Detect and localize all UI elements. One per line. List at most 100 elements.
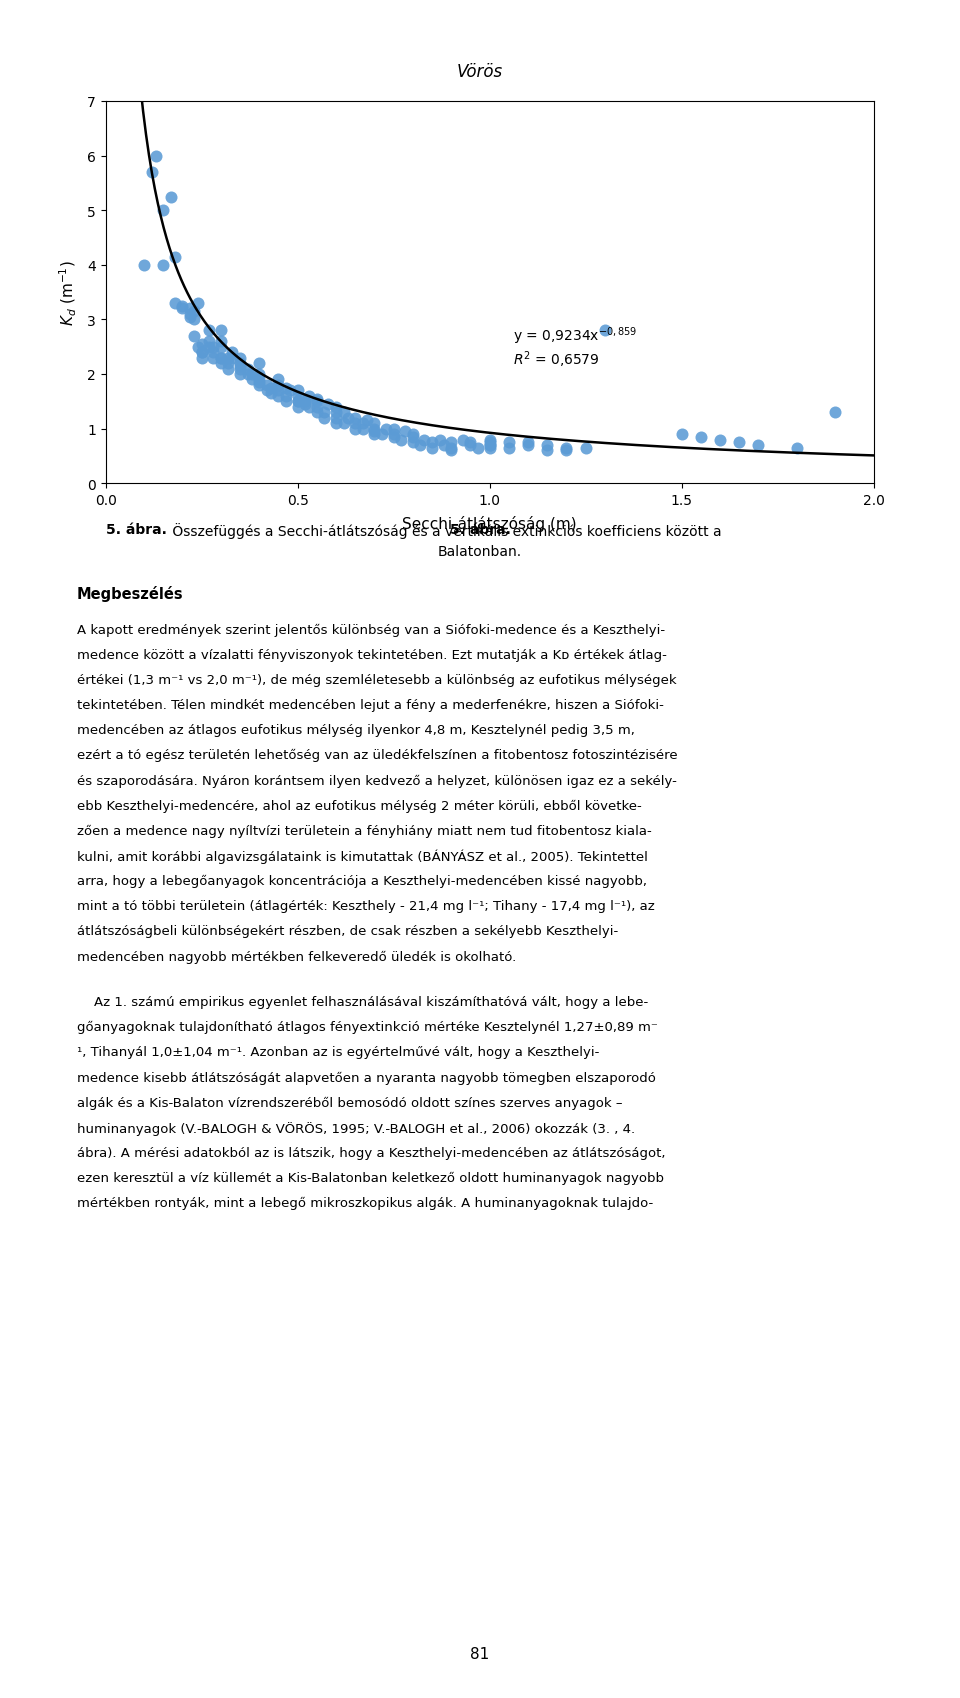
Text: átlátszóságbeli különbségekért részben, de csak részben a sekélyebb Keszthelyi-: átlátszóságbeli különbségekért részben, … [77, 925, 618, 937]
Text: A kapott eredmények szerint jelentős különbség van a Siófoki-medence és a Keszth: A kapott eredmények szerint jelentős kül… [77, 623, 665, 637]
Point [213, 350, 228, 377]
Point [194, 345, 209, 372]
Point [520, 430, 536, 457]
Point [290, 389, 305, 416]
Point [501, 435, 516, 462]
Point [186, 323, 202, 350]
Text: 81: 81 [470, 1645, 490, 1661]
Point [482, 431, 497, 458]
Point [259, 372, 275, 399]
Point [271, 367, 286, 394]
Point [252, 350, 267, 377]
Point [455, 426, 470, 453]
Point [225, 345, 240, 372]
Point [355, 411, 371, 438]
Point [167, 245, 182, 272]
Point [175, 294, 190, 321]
Point [482, 435, 497, 462]
Point [693, 424, 708, 452]
Point [828, 399, 843, 426]
Point [482, 430, 497, 457]
Point [386, 421, 401, 448]
Point [221, 357, 236, 384]
Point [156, 251, 171, 278]
Point [298, 391, 313, 418]
Point [301, 384, 317, 411]
Text: mértékben rontyák, mint a lebegő mikroszkopikus algák. A huminanyagoknak tulajdo: mértékben rontyák, mint a lebegő mikrosz… [77, 1197, 653, 1209]
Point [559, 438, 574, 465]
Point [244, 362, 259, 389]
Point [202, 318, 217, 345]
Point [444, 435, 459, 462]
Point [290, 394, 305, 421]
Text: és szaporodására. Nyáron korántsem ilyen kedvező a helyzet, különösen igaz ez a : és szaporodására. Nyáron korántsem ilyen… [77, 774, 677, 788]
Text: medence kisebb átlátszóságát alapvetően a nyaranta nagyobb tömegben elszaporodó: medence kisebb átlátszóságát alapvetően … [77, 1071, 656, 1083]
Point [190, 335, 205, 362]
Point [232, 350, 248, 377]
Text: huminanyagok (V.-BALOGH & VÖRÖS, 1995; V.-BALOGH et al., 2006) okozzák (3. , 4.: huminanyagok (V.-BALOGH & VÖRÖS, 1995; V… [77, 1121, 635, 1134]
Point [232, 345, 248, 372]
Point [205, 345, 221, 372]
Point [397, 418, 413, 445]
Point [597, 318, 612, 345]
Point [240, 362, 255, 389]
Point [578, 435, 593, 462]
Point [232, 357, 248, 384]
Point [463, 430, 478, 457]
Point [424, 430, 440, 457]
Y-axis label: $K_d$ (m$^{-1}$): $K_d$ (m$^{-1}$) [58, 260, 79, 326]
Point [144, 160, 159, 187]
Point [482, 431, 497, 458]
Point [386, 424, 401, 452]
Point [424, 435, 440, 462]
Point [213, 328, 228, 355]
Point [202, 335, 217, 362]
Point [463, 431, 478, 458]
Point [436, 431, 451, 458]
Point [213, 345, 228, 372]
Text: medencében az átlagos eufotikus mélység ilyenkor 4,8 m, Kesztelynél pedig 3,5 m,: medencében az átlagos eufotikus mélység … [77, 723, 635, 737]
Point [259, 377, 275, 404]
Point [712, 426, 728, 453]
Point [271, 377, 286, 404]
Point [252, 372, 267, 399]
Point [394, 426, 409, 453]
Point [278, 389, 294, 416]
Text: 5. ábra.: 5. ábra. [449, 523, 511, 537]
Point [751, 431, 766, 458]
Point [290, 377, 305, 404]
Text: Balatonban.: Balatonban. [438, 545, 522, 559]
Point [278, 384, 294, 411]
Text: mint a tó többi területein (átlagérték: Keszthely - 21,4 mg l⁻¹; Tihany - 17,4 m: mint a tó többi területein (átlagérték: … [77, 900, 655, 912]
Text: arra, hogy a lebegőanyagok koncentrációja a Keszthelyi-medencében kissé nagyobb,: arra, hogy a lebegőanyagok koncentrációj… [77, 874, 647, 888]
Point [367, 418, 382, 445]
Point [282, 377, 298, 404]
Point [444, 430, 459, 457]
Point [205, 340, 221, 367]
Point [405, 430, 420, 457]
Text: medence között a vízalatti fényviszonyok tekintetében. Ezt mutatják a Kᴅ értékek: medence között a vízalatti fényviszonyok… [77, 649, 666, 661]
Point [367, 421, 382, 448]
Text: Vörös: Vörös [457, 63, 503, 82]
Point [148, 143, 163, 170]
Point [194, 331, 209, 358]
Text: y = 0,9234x$^{-0,859}$
$R^2$ = 0,6579: y = 0,9234x$^{-0,859}$ $R^2$ = 0,6579 [513, 324, 636, 370]
Point [328, 394, 344, 421]
Text: Az 1. számú empirikus egyenlet felhasználásával kiszámíthatóvá vált, hogy a lebe: Az 1. számú empirikus egyenlet felhaszná… [77, 995, 648, 1009]
Point [378, 416, 394, 443]
Point [271, 384, 286, 411]
Point [367, 416, 382, 443]
Point [213, 335, 228, 362]
Point [405, 421, 420, 448]
Point [386, 416, 401, 443]
Point [501, 430, 516, 457]
Point [232, 362, 248, 389]
Point [444, 438, 459, 465]
Point [540, 438, 555, 465]
Text: algák és a Kis-Balaton vízrendszeréből bemosódó oldott színes szerves anyagok –: algák és a Kis-Balaton vízrendszeréből b… [77, 1095, 622, 1109]
Text: gőanyagoknak tulajdonítható átlagos fényextinkció mértéke Kesztelynél 1,27±0,89 : gőanyagoknak tulajdonítható átlagos fény… [77, 1020, 658, 1034]
X-axis label: Secchi-átlátszóság (m): Secchi-átlátszóság (m) [402, 516, 577, 531]
Text: medencében nagyobb mértékben felkeveredő üledék is okolható.: medencében nagyobb mértékben felkeveredő… [77, 949, 516, 963]
Point [482, 426, 497, 453]
Point [540, 431, 555, 458]
